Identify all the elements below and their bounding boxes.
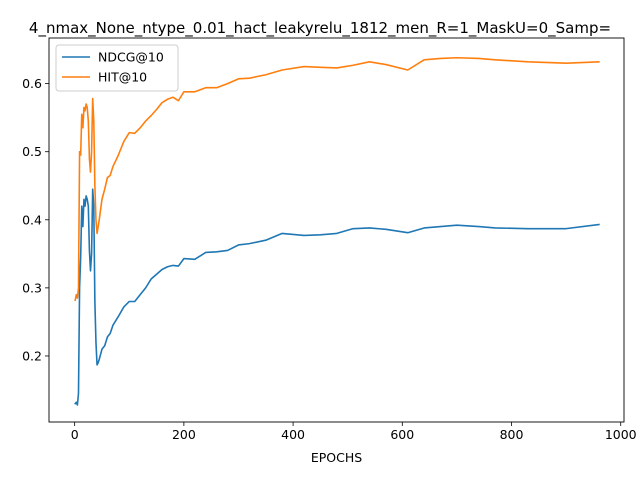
x-tick-label: 800 (500, 427, 524, 442)
x-tick-label: 1000 (605, 427, 637, 442)
series-line-ndcg (74, 188, 600, 406)
y-axis-ticks: 0.2 0.3 0.4 0.5 0.6 (22, 76, 49, 363)
legend: NDCG@10 HIT@10 (55, 44, 179, 92)
x-tick-label: 200 (172, 427, 196, 442)
y-tick-label: 0.5 (22, 144, 42, 159)
x-axis-label: EPOCHS (311, 450, 362, 465)
y-tick-label: 0.4 (22, 212, 42, 227)
x-tick-label: 600 (390, 427, 414, 442)
x-tick-label: 400 (281, 427, 305, 442)
series-line-hit (74, 56, 600, 302)
y-tick-label: 0.6 (22, 76, 42, 91)
chart-title: 4_nmax_None_ntype_0.01_hact_leakyrelu_18… (29, 19, 611, 38)
legend-label: HIT@10 (98, 70, 147, 85)
series-layer (74, 56, 600, 406)
y-tick-label: 0.2 (22, 348, 42, 363)
y-tick-label: 0.3 (22, 280, 42, 295)
x-axis-ticks: 0 200 400 600 800 1000 (71, 422, 637, 442)
legend-label: NDCG@10 (98, 50, 164, 65)
x-tick-label: 0 (71, 427, 79, 442)
plot-frame (48, 37, 625, 423)
